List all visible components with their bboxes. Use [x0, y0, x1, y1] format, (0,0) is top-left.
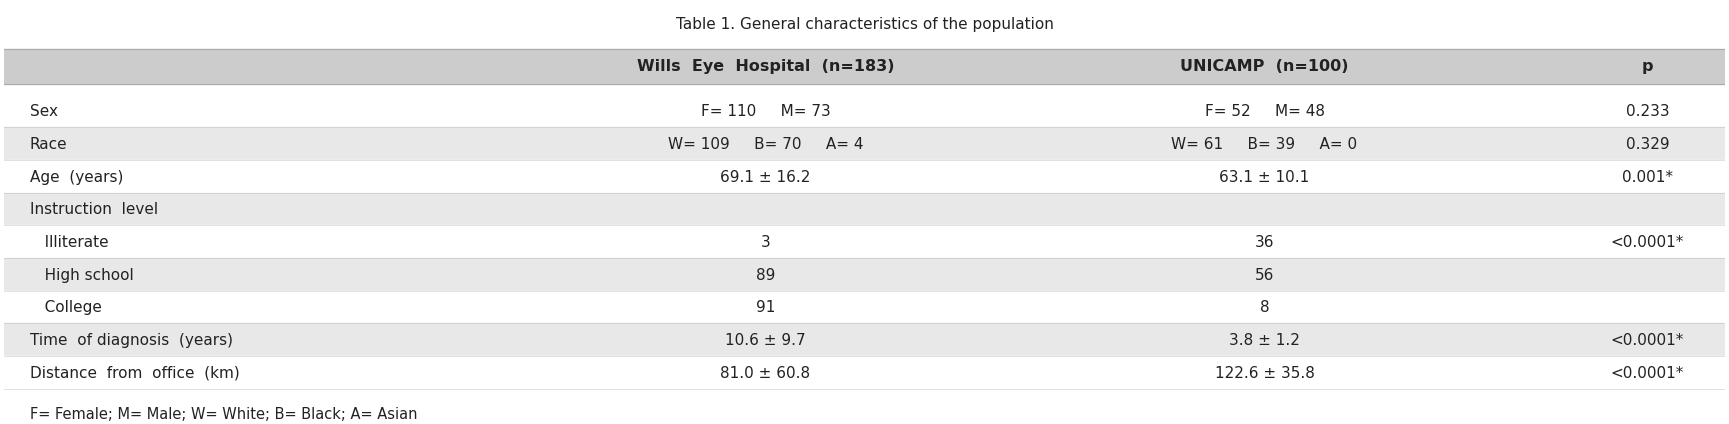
- Text: F= 110     M= 73: F= 110 M= 73: [700, 104, 830, 120]
- Text: 3: 3: [761, 235, 771, 250]
- Text: <0.0001*: <0.0001*: [1611, 333, 1684, 348]
- Bar: [3, 258, 1726, 290]
- Text: F= Female; M= Male; W= White; B= Black; A= Asian: F= Female; M= Male; W= White; B= Black; …: [29, 407, 417, 422]
- Bar: [3, 49, 1726, 84]
- Text: Age  (years): Age (years): [29, 170, 123, 185]
- Text: Sex: Sex: [29, 104, 59, 120]
- Text: 56: 56: [1255, 268, 1274, 283]
- Text: 36: 36: [1255, 235, 1274, 250]
- Text: Time  of diagnosis  (years): Time of diagnosis (years): [29, 333, 233, 348]
- Bar: [3, 160, 1726, 192]
- Text: Illiterate: Illiterate: [29, 235, 109, 250]
- Text: 0.329: 0.329: [1625, 137, 1668, 152]
- Text: 3.8 ± 1.2: 3.8 ± 1.2: [1229, 333, 1300, 348]
- Bar: [3, 356, 1726, 388]
- Bar: [3, 323, 1726, 356]
- Text: 89: 89: [756, 268, 775, 283]
- Text: Instruction  level: Instruction level: [29, 202, 157, 218]
- Text: 0.233: 0.233: [1625, 104, 1668, 120]
- Text: <0.0001*: <0.0001*: [1611, 365, 1684, 381]
- Bar: [3, 127, 1726, 160]
- Text: 8: 8: [1260, 300, 1269, 315]
- Text: 63.1 ± 10.1: 63.1 ± 10.1: [1219, 170, 1309, 185]
- Text: 122.6 ± 35.8: 122.6 ± 35.8: [1214, 365, 1314, 381]
- Text: F= 52     M= 48: F= 52 M= 48: [1205, 104, 1324, 120]
- Text: W= 61     B= 39     A= 0: W= 61 B= 39 A= 0: [1172, 137, 1357, 152]
- Text: <0.0001*: <0.0001*: [1611, 235, 1684, 250]
- Text: 0.001*: 0.001*: [1622, 170, 1674, 185]
- Text: 81.0 ± 60.8: 81.0 ± 60.8: [721, 365, 811, 381]
- Bar: [3, 192, 1726, 225]
- Text: W= 109     B= 70     A= 4: W= 109 B= 70 A= 4: [667, 137, 863, 152]
- Text: 10.6 ± 9.7: 10.6 ± 9.7: [724, 333, 806, 348]
- Bar: [3, 290, 1726, 323]
- Bar: [3, 225, 1726, 258]
- Text: Wills  Eye  Hospital  (n=183): Wills Eye Hospital (n=183): [636, 59, 894, 74]
- Text: Race: Race: [29, 137, 67, 152]
- Text: High school: High school: [29, 268, 133, 283]
- Text: p: p: [1641, 59, 1653, 74]
- Text: Distance  from  office  (km): Distance from office (km): [29, 365, 240, 381]
- Bar: [3, 95, 1726, 127]
- Text: UNICAMP  (n=100): UNICAMP (n=100): [1181, 59, 1349, 74]
- Text: College: College: [29, 300, 102, 315]
- Text: 69.1 ± 16.2: 69.1 ± 16.2: [721, 170, 811, 185]
- Text: Table 1. General characteristics of the population: Table 1. General characteristics of the …: [676, 17, 1053, 32]
- Text: 91: 91: [756, 300, 775, 315]
